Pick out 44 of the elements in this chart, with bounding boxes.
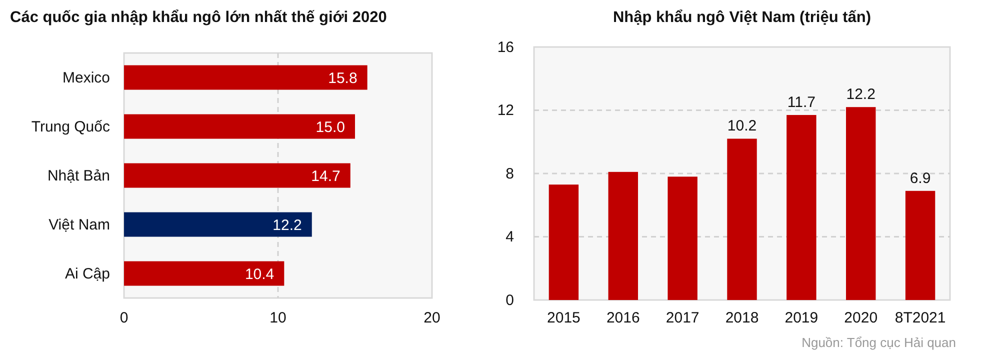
y-tick-label: Mexico xyxy=(62,69,110,86)
x-tick-label: 2018 xyxy=(725,310,759,327)
bar xyxy=(846,107,876,300)
x-tick-label: 8T2021 xyxy=(894,310,946,327)
data-label: 12.2 xyxy=(272,216,302,234)
chart-title: Các quốc gia nhập khẩu ngô lớn nhất thế giới 2020 xyxy=(10,9,387,26)
x-tick-label: 10 xyxy=(270,310,286,327)
bar xyxy=(124,163,350,188)
data-label: 15.8 xyxy=(328,70,358,87)
x-tick-label: 2016 xyxy=(606,310,640,327)
x-tick-label: 0 xyxy=(120,310,128,327)
data-label: 11.7 xyxy=(787,94,816,111)
x-tick-label: 2015 xyxy=(547,310,580,327)
y-tick-label: Ai Cập xyxy=(64,265,110,282)
y-tick-label: 12 xyxy=(497,102,514,120)
y-tick-label: Việt Nam xyxy=(48,216,110,234)
x-tick-label: 20 xyxy=(424,310,440,327)
bar xyxy=(124,261,284,286)
data-label: 10.4 xyxy=(244,266,274,283)
data-label: 6.9 xyxy=(910,170,931,187)
bar xyxy=(608,172,638,300)
y-tick-label: 16 xyxy=(497,38,514,56)
y-tick-label: 8 xyxy=(506,165,514,182)
bar xyxy=(905,190,936,300)
x-tick-label: 2017 xyxy=(666,310,700,327)
bar xyxy=(124,114,355,139)
y-tick-label: Trung Quốc xyxy=(31,118,110,136)
data-label: 15.0 xyxy=(316,118,345,136)
y-tick-label: 0 xyxy=(506,292,514,309)
bar xyxy=(727,138,757,300)
bar xyxy=(668,176,698,300)
x-tick-label: 2019 xyxy=(784,310,818,327)
chart-title: Nhập khẩu ngô Việt Nam (triệu tấn) xyxy=(612,9,872,26)
y-tick-label: Nhật Bản xyxy=(47,167,110,184)
bar xyxy=(124,65,368,90)
bar xyxy=(786,114,816,300)
bar xyxy=(124,212,312,237)
bar xyxy=(548,184,579,300)
x-tick-label: 2020 xyxy=(844,310,878,327)
data-label: 14.7 xyxy=(311,168,340,185)
y-tick-label: 4 xyxy=(506,228,514,246)
data-label: 12.2 xyxy=(846,86,876,104)
text: Nguồn: Tổng cục Hải quan xyxy=(802,335,956,350)
data-label: 10.2 xyxy=(727,118,757,135)
